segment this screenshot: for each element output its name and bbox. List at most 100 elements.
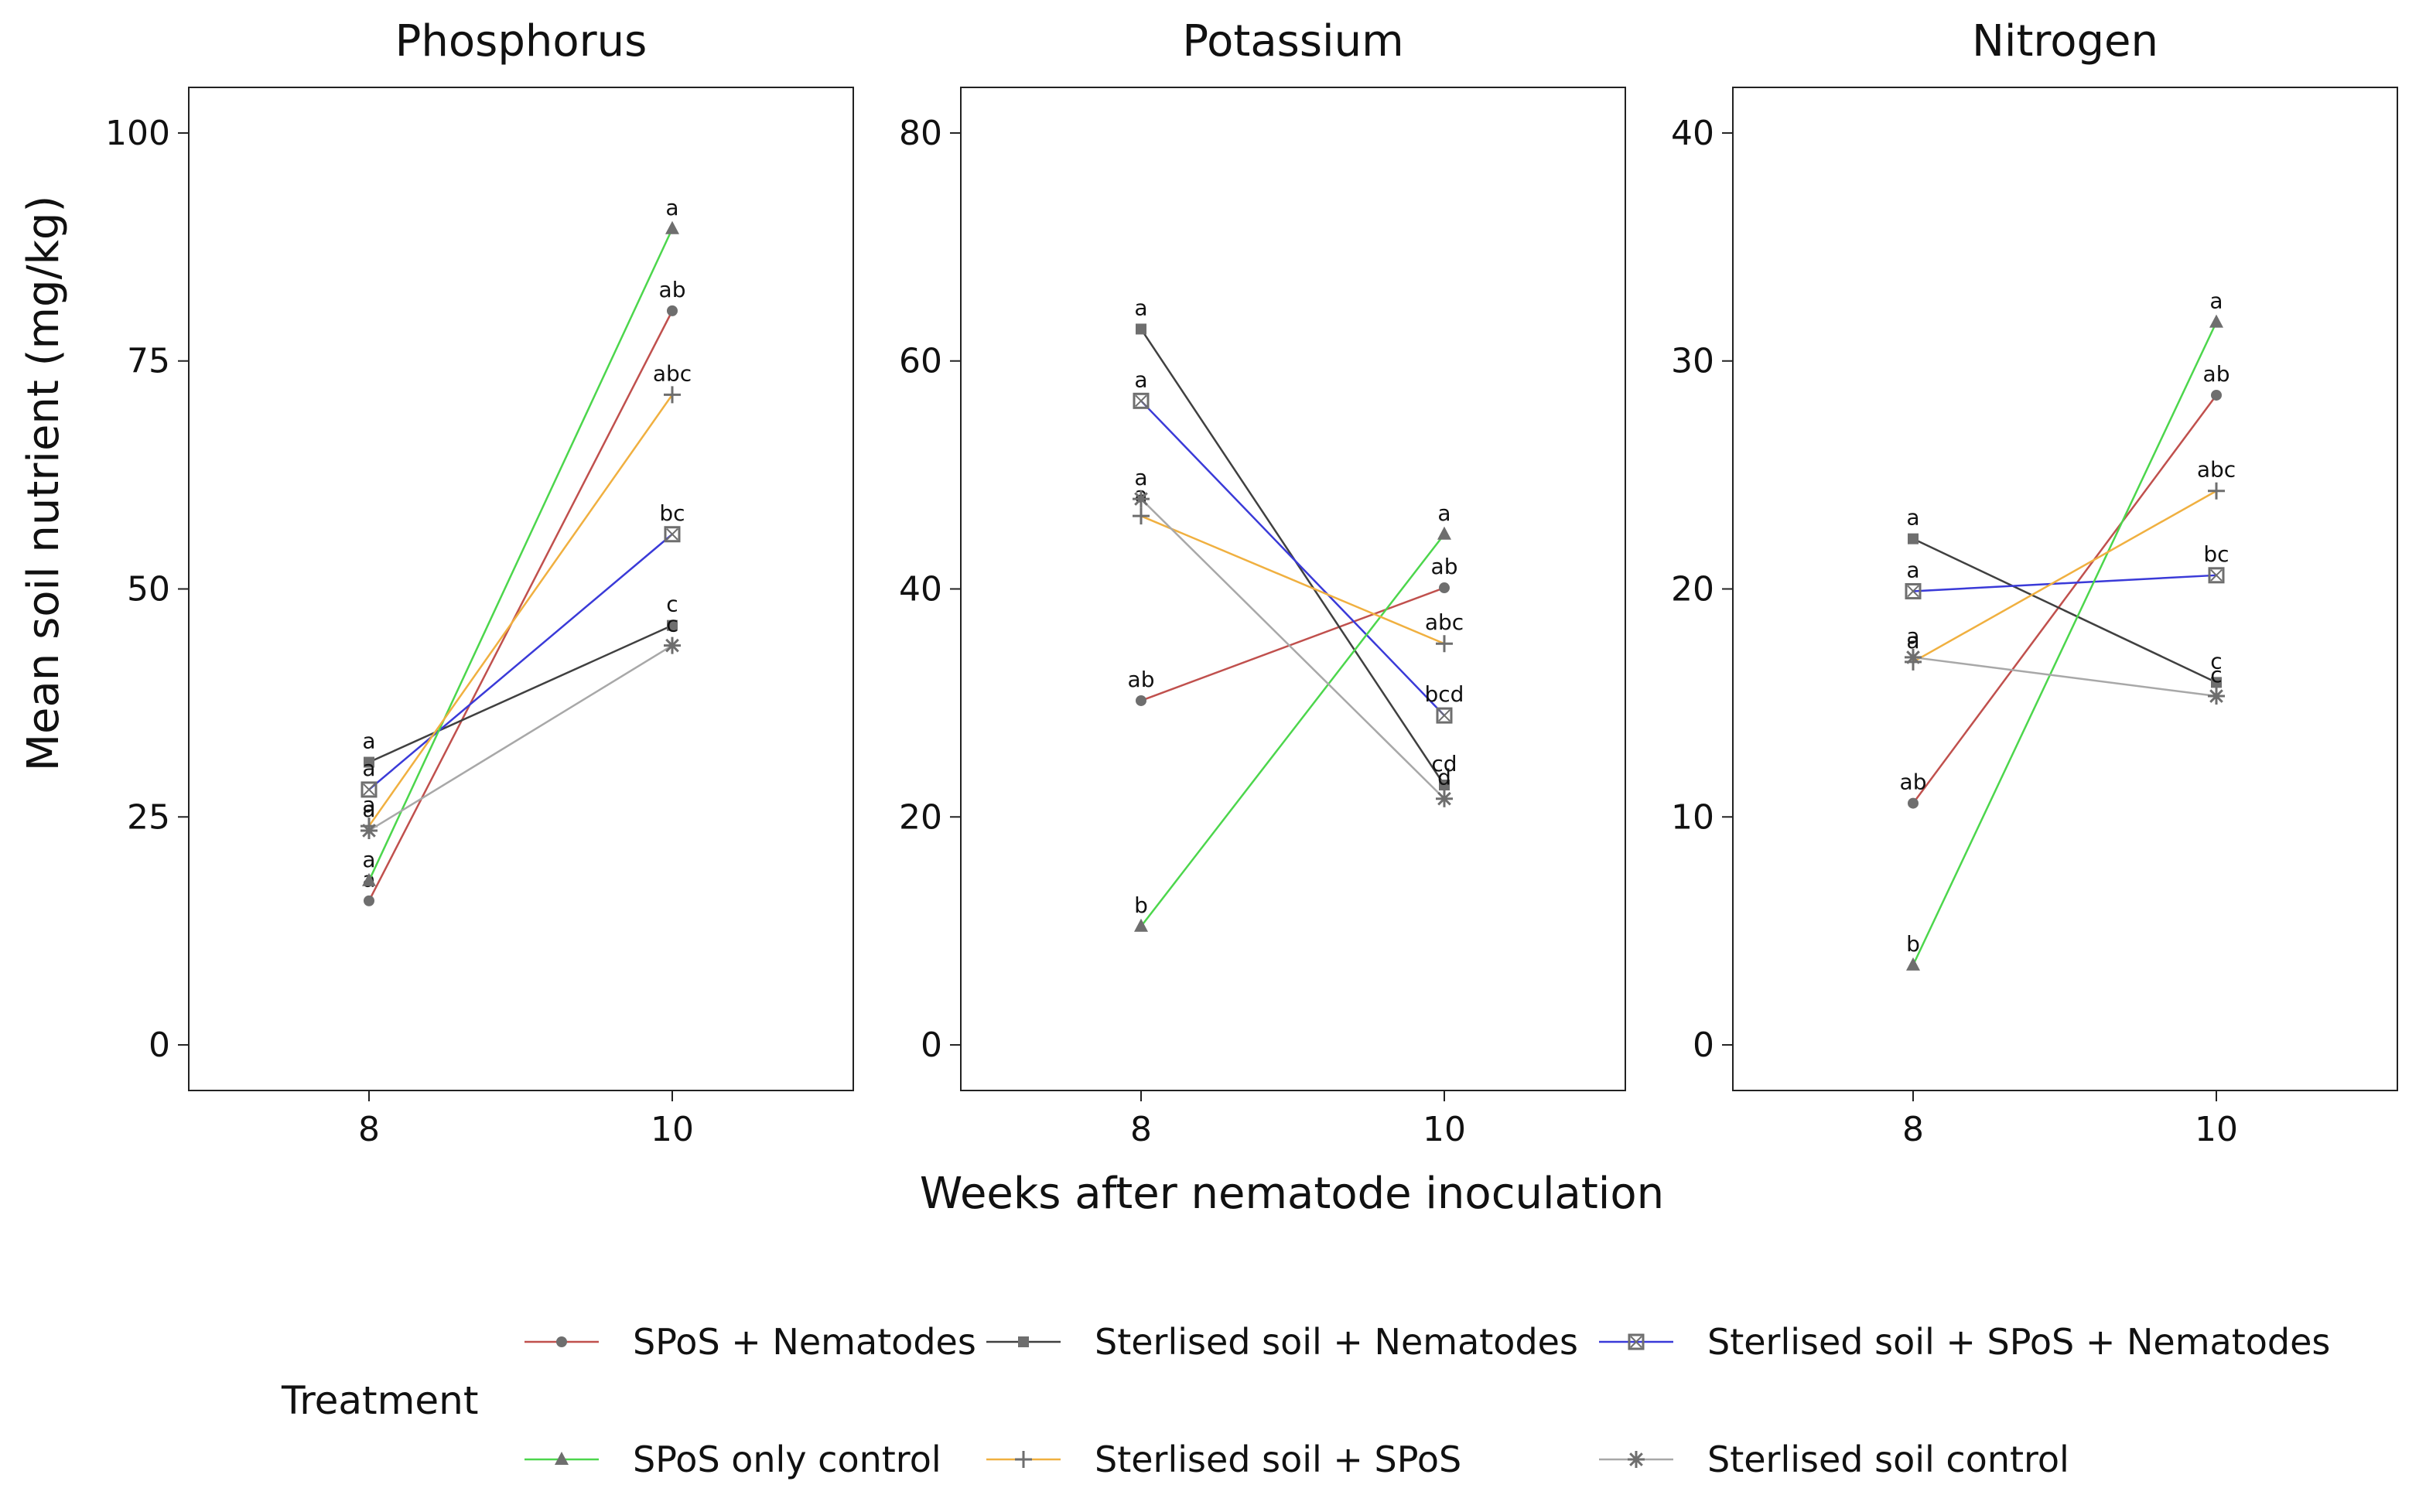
series-ster_ctrl-nitrogen: ac xyxy=(1905,623,2225,705)
series-ster_nem-nitrogen: ac xyxy=(1906,505,2223,688)
legend-marker xyxy=(1018,1336,1029,1347)
series-line xyxy=(1912,574,2217,592)
significance-label: a xyxy=(1134,465,1147,490)
series-line xyxy=(368,644,673,832)
significance-label: a xyxy=(362,756,375,781)
data-point xyxy=(1136,323,1146,335)
legend-item-spos_only: SPoS only control xyxy=(524,1439,941,1480)
plot-frame-potassium xyxy=(960,87,1626,1091)
significance-label: ab xyxy=(1431,554,1458,579)
series-ster_ctrl-potassium: ad xyxy=(1133,465,1453,807)
data-point xyxy=(364,756,374,768)
legend-item-ster_spos: Sterlised soil + SPoS xyxy=(986,1439,1461,1480)
significance-label: b xyxy=(1906,931,1920,957)
significance-label: a xyxy=(362,729,375,754)
y-tick-label-potassium: 0 xyxy=(921,1026,942,1065)
legend: Treatment SPoS + Nematodes Sterlised soil… xyxy=(281,1321,2330,1480)
series-spos_only-potassium: ba xyxy=(1134,500,1451,932)
data-point xyxy=(1905,648,1922,666)
series-ster_spos_nem-nitrogen: a bc xyxy=(1905,541,2230,599)
data-point xyxy=(1133,507,1150,525)
series-line xyxy=(1912,656,2217,698)
legend-marker xyxy=(1015,1451,1032,1468)
series-ster_spos_nem-phosphorus: a bc xyxy=(360,500,685,798)
data-point xyxy=(664,637,681,654)
y-tick-label-nitrogen: 20 xyxy=(1671,570,1714,609)
legend-title: Treatment xyxy=(281,1378,478,1423)
series-ster_nem-phosphorus: ac xyxy=(362,592,678,768)
data-point xyxy=(1437,526,1451,540)
data-point xyxy=(664,526,681,543)
y-tick-label-potassium: 40 xyxy=(899,570,942,609)
data-point xyxy=(1436,790,1453,807)
data-point xyxy=(665,220,679,234)
data-point xyxy=(360,821,378,839)
data-point xyxy=(2208,567,2225,584)
y-tick-label-phosphorus: 25 xyxy=(127,797,170,837)
data-point xyxy=(2209,314,2223,328)
significance-label: c xyxy=(2210,648,2222,674)
series-spos_nem-nitrogen: ab ab xyxy=(1900,361,2230,809)
series-line xyxy=(367,394,674,827)
legend-item-ster_spos_nem: Sterlised soil + SPoS + Nematodes xyxy=(1599,1321,2330,1363)
series-ster_spos-potassium: a abc xyxy=(1133,482,1464,653)
y-tick-label-phosphorus: 50 xyxy=(127,570,170,609)
significance-label: cd xyxy=(1431,751,1457,776)
significance-label: ab xyxy=(1900,770,1927,795)
significance-label: a xyxy=(2209,288,2223,314)
legend-marker xyxy=(1628,1333,1645,1350)
y-tick-label-phosphorus: 75 xyxy=(127,342,170,381)
chart-panels: Phosphorus0255075100810aabacabcaaaabcacP… xyxy=(105,16,2398,1149)
legend-label: Sterlised soil + SPoS + Nematodes xyxy=(1707,1321,2330,1363)
x-axis-title: Weeks after nematode inoculation xyxy=(920,1169,1664,1219)
series-line xyxy=(1912,322,2218,966)
series-ster_nem-potassium: a cd xyxy=(1134,295,1457,791)
significance-label: d xyxy=(1437,765,1451,790)
data-point xyxy=(1133,490,1150,508)
significance-label: c xyxy=(666,612,678,637)
significance-label: ab xyxy=(2203,361,2230,387)
series-ster_spos-nitrogen: a abc xyxy=(1905,457,2236,671)
series-line xyxy=(367,228,674,882)
series-line xyxy=(368,624,673,763)
legend-label: SPoS + Nematodes xyxy=(633,1321,976,1363)
significance-label: c xyxy=(2210,662,2222,688)
data-point xyxy=(360,781,378,798)
significance-label: a xyxy=(362,847,375,872)
data-point xyxy=(362,872,376,886)
data-point xyxy=(2208,482,2225,500)
data-point xyxy=(667,619,678,631)
y-tick-label-nitrogen: 10 xyxy=(1671,797,1714,837)
plot-frame-nitrogen xyxy=(1732,87,2398,1091)
x-tick-label-phosphorus: 8 xyxy=(358,1110,380,1149)
series-line xyxy=(1912,394,2218,804)
series-line xyxy=(1912,490,2217,663)
data-point xyxy=(1905,582,1922,599)
significance-label: a xyxy=(362,797,375,822)
significance-label: abc xyxy=(1425,609,1464,635)
panel-potassium: Potassium020406080810ababacdabcdbaaabcad xyxy=(899,16,1626,1149)
data-point xyxy=(1436,707,1453,724)
significance-label: a xyxy=(1134,367,1147,392)
legend-label: Sterlised soil + SPoS xyxy=(1095,1439,1461,1480)
data-point xyxy=(1436,635,1453,653)
data-point xyxy=(364,895,374,906)
panel-title-phosphorus: Phosphorus xyxy=(395,16,648,67)
x-tick-label-nitrogen: 10 xyxy=(2195,1110,2238,1149)
series-line xyxy=(1140,400,1445,716)
y-tick-label-potassium: 20 xyxy=(899,797,942,837)
significance-label: b xyxy=(1134,893,1148,918)
legend-marker xyxy=(1628,1451,1645,1468)
series-ster_ctrl-phosphorus: ac xyxy=(360,612,681,839)
data-point xyxy=(1908,797,1919,809)
data-point xyxy=(1134,918,1148,932)
significance-label: a xyxy=(1906,623,1919,649)
series-line xyxy=(1140,586,1445,702)
legend-item-ster_ctrl: Sterlised soil control xyxy=(1599,1439,2069,1480)
legend-item-spos_nem: SPoS + Nematodes xyxy=(524,1321,976,1363)
data-point xyxy=(2211,677,2222,688)
x-tick-label-potassium: 10 xyxy=(1423,1110,1466,1149)
series-spos_nem-phosphorus: a ab xyxy=(362,277,685,906)
data-point xyxy=(2211,389,2222,401)
